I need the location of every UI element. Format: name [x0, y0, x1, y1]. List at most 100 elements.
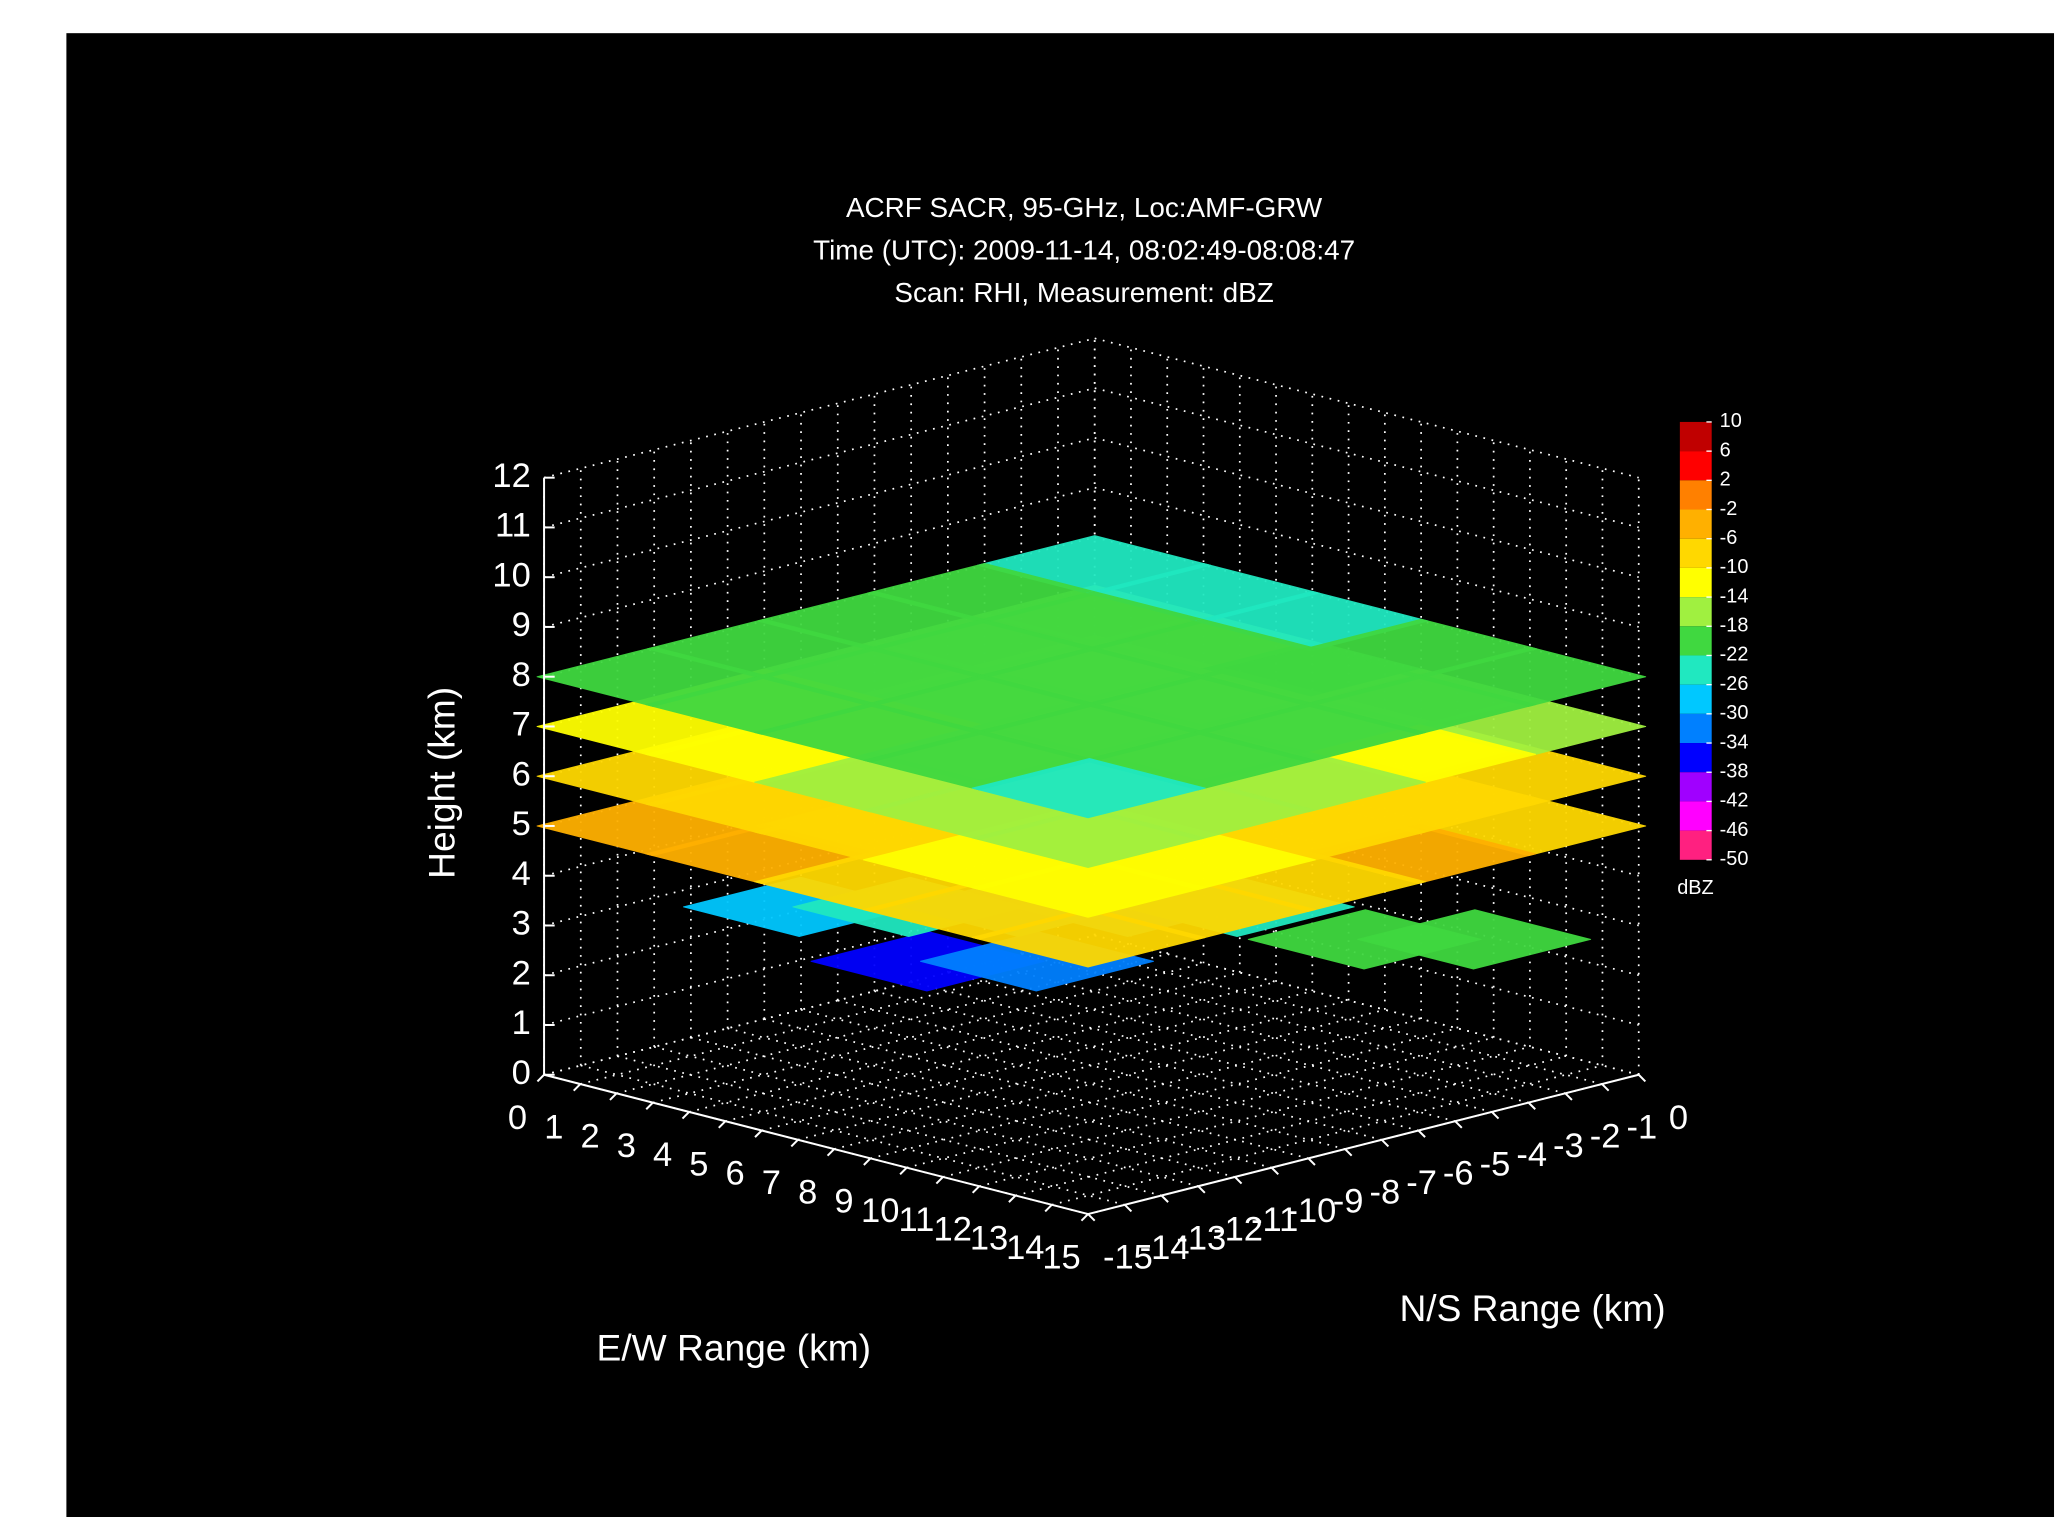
colorbar-tick-label: 10 — [1720, 410, 1742, 432]
grid-line — [764, 1018, 1309, 1160]
x-axis-label: E/W Range (km) — [597, 1327, 871, 1369]
x-tick-label: 5 — [689, 1145, 708, 1183]
colorbar-band — [1679, 743, 1712, 773]
x-tick-label: 9 — [834, 1183, 853, 1221]
y-axis-line — [1087, 1073, 1639, 1216]
x-tick-label: 8 — [798, 1173, 817, 1211]
grid-line — [1021, 953, 1566, 1095]
x-tick — [536, 1074, 545, 1083]
colorbar-band — [1679, 451, 1712, 481]
colorbar-band — [1679, 684, 1712, 714]
y-tick-label: -1 — [1626, 1108, 1657, 1146]
colorbar-tick-label: -42 — [1720, 790, 1749, 812]
x-tick-label: 11 — [899, 1201, 935, 1239]
colorbar-band — [1679, 538, 1712, 568]
colorbar-band — [1679, 480, 1712, 510]
grid-line — [837, 999, 1382, 1141]
x-tick-label: 2 — [580, 1118, 599, 1156]
x-tick — [1044, 1204, 1053, 1213]
colorbar-band — [1679, 830, 1712, 860]
grid-line — [1094, 934, 1639, 1076]
radar-cell — [971, 807, 1206, 869]
y-tick — [1197, 1185, 1206, 1194]
radar-cell — [971, 907, 1206, 968]
x-tick — [681, 1111, 690, 1120]
x-tick-label: 10 — [861, 1192, 899, 1230]
z-tick-label: 11 — [495, 507, 531, 545]
z-tick-label: 5 — [512, 805, 531, 843]
x-tick-label: 14 — [1006, 1229, 1044, 1267]
y-tick — [1601, 1083, 1610, 1092]
grid-line — [617, 1055, 1162, 1197]
y-tick — [1234, 1176, 1243, 1185]
grid-line — [1094, 337, 1639, 479]
x-tick — [754, 1129, 763, 1138]
cell-layer — [536, 535, 1647, 992]
radar-cell — [971, 857, 1206, 918]
y-tick — [1638, 1074, 1647, 1083]
colorbar-label: dBZ — [1677, 877, 1713, 899]
y-tick-label: -12 — [1213, 1210, 1263, 1248]
colorbar-tick-label: -14 — [1720, 585, 1749, 607]
y-tick-label: -10 — [1287, 1192, 1337, 1230]
y-tick — [1491, 1111, 1500, 1120]
x-tick — [609, 1092, 618, 1101]
colorbar-tick-label: -46 — [1720, 819, 1749, 841]
colorbar-band — [1679, 655, 1712, 685]
y-tick — [1270, 1166, 1279, 1175]
y-tick-label: -3 — [1553, 1127, 1584, 1165]
colorbar-tick-label: -30 — [1720, 702, 1749, 724]
colorbar-tick-label: -34 — [1720, 731, 1749, 753]
y-tick — [1307, 1157, 1316, 1166]
title-line: ACRF SACR, 95-GHz, Loc:AMF-GRW — [846, 192, 1323, 223]
x-tick-label: 12 — [934, 1210, 972, 1248]
x-tick — [1080, 1213, 1089, 1222]
colorbar-tick-label: -50 — [1720, 848, 1749, 870]
z-tick-label: 8 — [512, 656, 531, 694]
colorbar-band — [1679, 509, 1712, 539]
colorbar-band — [1679, 597, 1712, 627]
y-tick-label: -2 — [1590, 1118, 1621, 1156]
z-tick-label: 9 — [512, 606, 531, 644]
title-line: Scan: RHI, Measurement: dBZ — [894, 277, 1273, 308]
colorbar-tick-label: -2 — [1720, 498, 1738, 520]
colorbar-tick-label: -6 — [1720, 527, 1738, 549]
grid-line — [1057, 943, 1603, 1085]
grid-line — [874, 990, 1419, 1132]
y-axis-label: N/S Range (km) — [1399, 1287, 1665, 1329]
grid-line — [1094, 486, 1639, 628]
colorbar-band — [1679, 801, 1712, 831]
colorbar-tick-label: -22 — [1720, 644, 1749, 666]
y-tick — [1527, 1101, 1536, 1110]
grid-line — [1094, 387, 1639, 529]
y-tick-label: -14 — [1140, 1229, 1190, 1267]
y-tick — [1087, 1213, 1096, 1222]
x-tick — [863, 1157, 872, 1166]
y-tick-label: -11 — [1251, 1201, 1298, 1239]
x-tick-label: 15 — [1042, 1238, 1080, 1276]
grid-line — [1094, 437, 1639, 579]
z-tick-label: 3 — [512, 905, 531, 943]
colorbar-tick-label: -26 — [1720, 673, 1749, 695]
x-tick — [645, 1101, 654, 1110]
colorbar-band — [1679, 713, 1712, 744]
z-axis-label: Height (km) — [420, 687, 462, 879]
x-tick — [572, 1083, 582, 1092]
radar-cell — [971, 758, 1206, 819]
z-tick-label: 2 — [512, 954, 531, 992]
x-tick — [718, 1120, 727, 1129]
y-tick — [1381, 1139, 1390, 1148]
x-tick-label: 3 — [617, 1127, 636, 1165]
grid-line — [947, 971, 1493, 1113]
z-tick-label: 12 — [492, 457, 530, 495]
y-tick-label: -13 — [1176, 1220, 1226, 1258]
y-tick-label: -7 — [1406, 1164, 1437, 1202]
y-tick-label: -8 — [1370, 1173, 1401, 1211]
y-tick-label: -9 — [1333, 1183, 1364, 1221]
colorbar-tick-label: -18 — [1720, 615, 1749, 637]
z-tick-label: 4 — [512, 855, 531, 893]
x-tick-label: 4 — [653, 1136, 672, 1174]
grid-line — [653, 1046, 1199, 1188]
radar-cell — [1357, 909, 1592, 970]
